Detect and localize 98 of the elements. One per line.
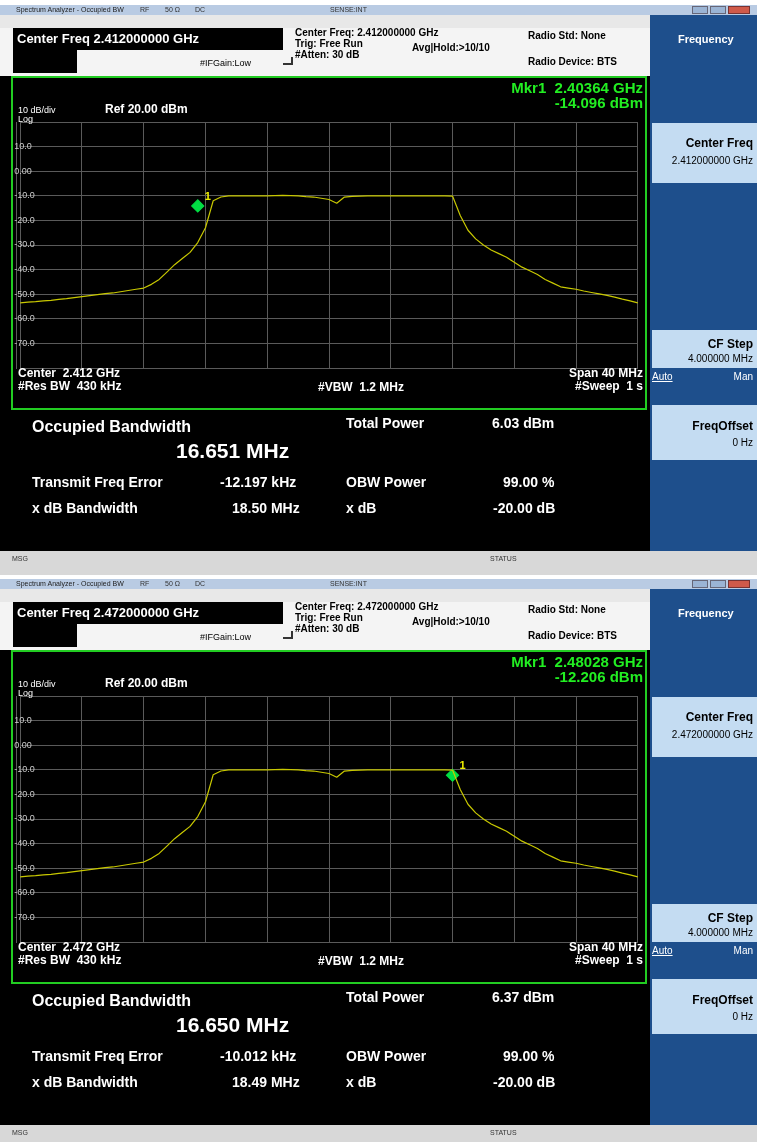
text: Auto <box>652 371 673 382</box>
annotation: Center 2.412 GHz <box>18 366 121 381</box>
annotation: Span 40 MHz <box>568 940 643 955</box>
text: 99.00 % <box>503 1048 555 1065</box>
y-tick-label: 0.00 <box>14 165 32 176</box>
text: Center Freq: 2.472000000 GHz <box>295 601 439 612</box>
annotation: Span 40 MHz <box>568 366 643 381</box>
text: #Sweep 1 s <box>574 379 643 394</box>
text: Man <box>733 945 753 956</box>
y-tick-label: -40.0 <box>14 838 35 849</box>
text: Mkr1 2.40364 GHz <box>511 79 643 97</box>
text: 10 dB/div <box>18 679 56 690</box>
text: Frequency <box>678 607 734 620</box>
text: Center Freq <box>685 710 753 725</box>
y-tick-label: -60.0 <box>14 887 35 898</box>
text: Avg|Hold:>10/10 <box>412 616 490 627</box>
text: FreqOffset <box>692 993 753 1008</box>
y-tick-label: -70.0 <box>14 911 35 922</box>
text: -12.206 dBm <box>554 668 643 686</box>
text: 4.000000 MHz <box>687 353 753 364</box>
text: x dB <box>346 500 377 517</box>
text: Center Freq 2.412000000 GHz <box>17 31 200 47</box>
text: OBW Power <box>346 474 427 491</box>
text: 16.651 MHz <box>176 439 290 463</box>
text: Avg|Hold:>10/10 <box>412 42 490 53</box>
text: OBW Power <box>346 1048 427 1065</box>
y-tick-label: -70.0 <box>14 337 35 348</box>
text: #Res BW 430 kHz <box>18 953 122 968</box>
text: Radio Std: None <box>528 30 606 41</box>
y-tick-label: 10.0 <box>14 141 32 152</box>
text: Transmit Freq Error <box>32 474 163 491</box>
text: CF Step <box>707 911 753 926</box>
text: -12.197 kHz <box>220 474 297 491</box>
y-tick-label: -50.0 <box>14 288 35 299</box>
text: Radio Std: None <box>528 604 606 615</box>
annotation: Log <box>18 114 34 125</box>
text: 0 Hz <box>732 437 753 448</box>
text: -14.096 dBm <box>554 94 643 112</box>
text: Man <box>733 371 753 382</box>
text: Transmit Freq Error <box>32 1048 163 1065</box>
text: Trig: Free Run <box>295 38 363 49</box>
y-tick-label: 10.0 <box>14 715 32 726</box>
text: #IFGain:Low <box>200 58 252 69</box>
text: #Atten: 30 dB <box>295 49 360 60</box>
text: 18.49 MHz <box>232 1074 300 1091</box>
text: Radio Device: BTS <box>528 56 617 67</box>
text: 99.00 % <box>503 474 555 491</box>
text: #IFGain:Low <box>200 632 252 643</box>
text: Center Freq <box>685 136 753 151</box>
text: #VBW 1.2 MHz <box>318 954 405 969</box>
text: 18.50 MHz <box>232 500 300 517</box>
text: #Atten: 30 dB <box>295 623 360 634</box>
annotation: Center 2.472 GHz <box>18 940 121 955</box>
text: #Res BW 430 kHz <box>18 379 122 394</box>
y-tick-label: -30.0 <box>14 813 35 824</box>
text: 6.03 dBm <box>492 415 555 432</box>
text: Center Freq 2.472000000 GHz <box>17 605 200 621</box>
text: 10 dB/div <box>18 105 56 116</box>
text: FreqOffset <box>692 419 753 434</box>
text: -10.012 kHz <box>220 1048 297 1065</box>
text: x dB Bandwidth <box>32 1074 138 1091</box>
text: Auto <box>652 945 673 956</box>
text: Total Power <box>346 989 425 1006</box>
text: Occupied Bandwidth <box>32 992 192 1010</box>
text: 2.472000000 GHz <box>671 729 753 740</box>
text: Ref 20.00 dBm <box>105 676 188 691</box>
text: #Sweep 1 s <box>574 953 643 968</box>
text: 16.650 MHz <box>176 1013 290 1037</box>
text: Trig: Free Run <box>295 612 363 623</box>
text: 2.412000000 GHz <box>671 155 753 166</box>
text: Frequency <box>678 33 734 46</box>
y-tick-label: -20.0 <box>14 214 35 225</box>
text: x dB Bandwidth <box>32 500 138 517</box>
text: Center Freq: 2.412000000 GHz <box>295 27 439 38</box>
text: Ref 20.00 dBm <box>105 102 188 117</box>
y-tick-label: -50.0 <box>14 862 35 873</box>
text: Mkr1 2.48028 GHz <box>511 653 643 671</box>
y-tick-label: 0.00 <box>14 739 32 750</box>
y-tick-label: -10.0 <box>14 190 35 201</box>
text: Radio Device: BTS <box>528 630 617 641</box>
y-tick-label: -30.0 <box>14 239 35 250</box>
text: 6.37 dBm <box>492 989 555 1006</box>
text: x dB <box>346 1074 377 1091</box>
text: Total Power <box>346 415 425 432</box>
text: #VBW 1.2 MHz <box>318 380 405 395</box>
text: 4.000000 MHz <box>687 927 753 938</box>
text: -20.00 dB <box>493 500 556 517</box>
y-tick-label: -10.0 <box>14 764 35 775</box>
y-tick-label: -20.0 <box>14 788 35 799</box>
y-tick-label: -60.0 <box>14 313 35 324</box>
annotation: 1 <box>204 189 211 202</box>
annotation: 1 <box>459 759 466 772</box>
text: CF Step <box>707 337 753 352</box>
annotation: Log <box>18 688 34 699</box>
text: Occupied Bandwidth <box>32 418 192 436</box>
y-tick-label: -40.0 <box>14 264 35 275</box>
text: -20.00 dB <box>493 1074 556 1091</box>
text: 0 Hz <box>732 1011 753 1022</box>
